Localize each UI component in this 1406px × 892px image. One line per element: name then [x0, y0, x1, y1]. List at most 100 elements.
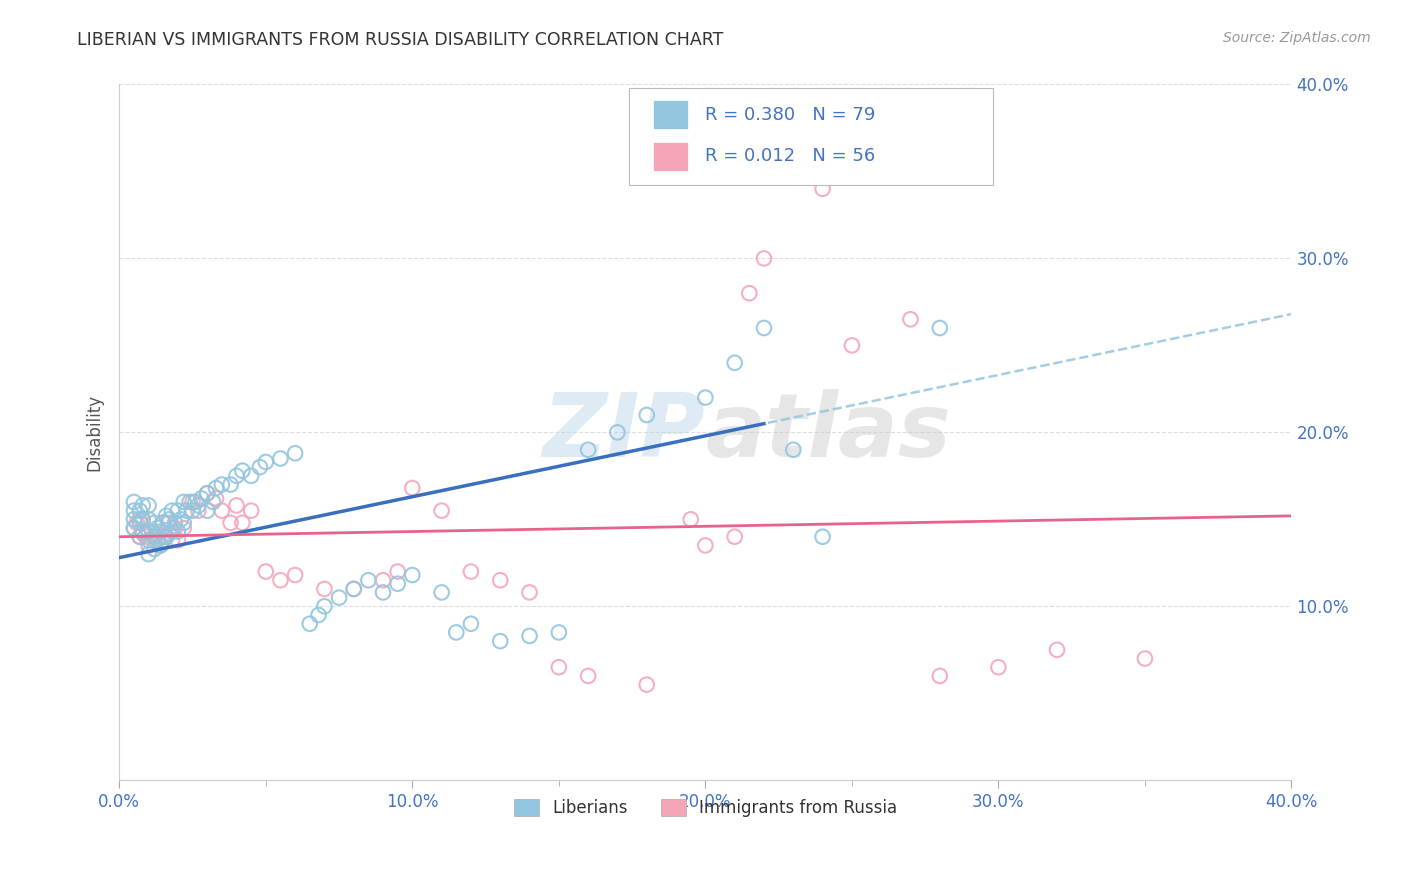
- Point: [314, 599, 336, 614]
- Point: [695, 538, 717, 552]
- FancyBboxPatch shape: [652, 142, 688, 171]
- Point: [738, 286, 761, 301]
- Point: [636, 678, 658, 692]
- Point: [636, 408, 658, 422]
- Point: [1046, 643, 1069, 657]
- Text: ZIP: ZIP: [543, 389, 706, 475]
- Point: [128, 516, 150, 530]
- Point: [446, 625, 468, 640]
- Point: [146, 533, 169, 548]
- Point: [143, 530, 166, 544]
- Point: [167, 503, 190, 517]
- Point: [128, 530, 150, 544]
- Point: [190, 491, 212, 506]
- Point: [173, 495, 195, 509]
- Point: [195, 486, 218, 500]
- Point: [125, 516, 148, 530]
- Point: [240, 503, 263, 517]
- Point: [195, 486, 218, 500]
- Point: [460, 565, 482, 579]
- Point: [547, 625, 569, 640]
- Point: [205, 481, 228, 495]
- Point: [284, 446, 307, 460]
- Point: [138, 533, 160, 548]
- Point: [679, 512, 702, 526]
- Point: [132, 512, 155, 526]
- Legend: Liberians, Immigrants from Russia: Liberians, Immigrants from Russia: [508, 793, 904, 824]
- Point: [308, 607, 330, 622]
- Point: [225, 499, 247, 513]
- Point: [122, 495, 145, 509]
- Point: [181, 503, 204, 517]
- Point: [122, 512, 145, 526]
- Point: [163, 521, 186, 535]
- Point: [1133, 651, 1156, 665]
- Point: [987, 660, 1010, 674]
- Point: [149, 538, 172, 552]
- Point: [173, 521, 195, 535]
- Point: [128, 530, 150, 544]
- Point: [752, 321, 775, 335]
- Point: [155, 530, 177, 544]
- Point: [149, 524, 172, 539]
- Point: [547, 660, 569, 674]
- Point: [928, 321, 950, 335]
- Point: [328, 591, 350, 605]
- Point: [152, 530, 174, 544]
- Point: [155, 508, 177, 523]
- Point: [146, 521, 169, 535]
- Point: [152, 533, 174, 548]
- Point: [343, 582, 366, 596]
- Point: [841, 338, 863, 352]
- FancyBboxPatch shape: [628, 88, 993, 186]
- Text: R = 0.012   N = 56: R = 0.012 N = 56: [706, 147, 876, 165]
- Point: [160, 533, 183, 548]
- Point: [519, 629, 541, 643]
- Point: [135, 530, 157, 544]
- Point: [176, 503, 198, 517]
- Point: [181, 495, 204, 509]
- Point: [576, 442, 599, 457]
- Point: [357, 573, 380, 587]
- Point: [152, 516, 174, 530]
- Point: [254, 455, 277, 469]
- Point: [122, 521, 145, 535]
- Point: [811, 182, 834, 196]
- FancyBboxPatch shape: [652, 100, 688, 129]
- Point: [167, 524, 190, 539]
- Point: [724, 356, 747, 370]
- Point: [128, 512, 150, 526]
- Point: [219, 477, 242, 491]
- Point: [138, 524, 160, 539]
- Point: [724, 530, 747, 544]
- Point: [231, 516, 253, 530]
- Point: [138, 547, 160, 561]
- Point: [489, 573, 512, 587]
- Point: [249, 460, 271, 475]
- Point: [489, 634, 512, 648]
- Text: Source: ZipAtlas.com: Source: ZipAtlas.com: [1223, 31, 1371, 45]
- Point: [695, 391, 717, 405]
- Point: [387, 576, 409, 591]
- Point: [900, 312, 922, 326]
- Text: LIBERIAN VS IMMIGRANTS FROM RUSSIA DISABILITY CORRELATION CHART: LIBERIAN VS IMMIGRANTS FROM RUSSIA DISAB…: [77, 31, 724, 49]
- Point: [202, 495, 225, 509]
- Point: [211, 477, 233, 491]
- Point: [240, 468, 263, 483]
- Point: [401, 568, 423, 582]
- Point: [132, 526, 155, 541]
- Point: [184, 495, 207, 509]
- Point: [167, 533, 190, 548]
- Point: [122, 503, 145, 517]
- Point: [231, 464, 253, 478]
- Point: [187, 503, 209, 517]
- Point: [576, 669, 599, 683]
- Point: [430, 503, 453, 517]
- Point: [143, 533, 166, 548]
- Point: [138, 512, 160, 526]
- Point: [152, 516, 174, 530]
- Point: [160, 503, 183, 517]
- Point: [606, 425, 628, 440]
- Point: [170, 512, 193, 526]
- Point: [211, 503, 233, 517]
